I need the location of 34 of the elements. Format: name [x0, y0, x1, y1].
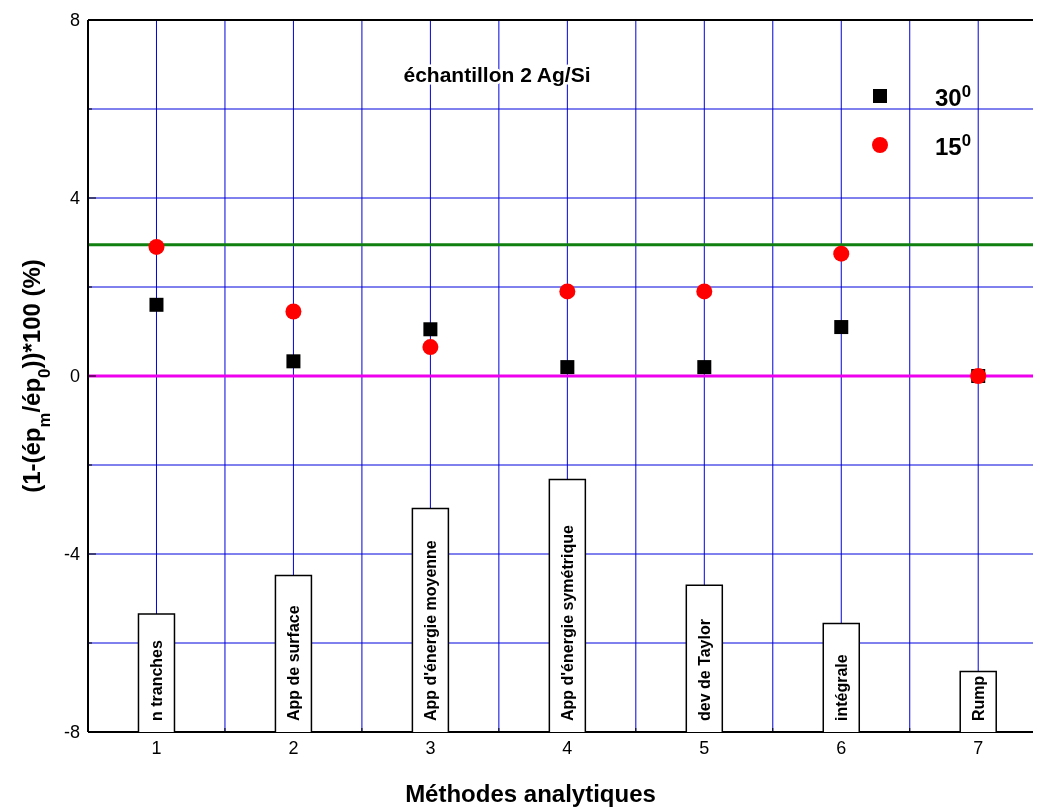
y-tick-label: -8 [63, 722, 80, 742]
x-tick-label: 3 [425, 738, 436, 758]
legend-label: 15$^{0}$ [935, 130, 972, 160]
x-tick-label: 5 [699, 738, 710, 758]
x-tick-label: 6 [836, 738, 847, 758]
point [696, 283, 713, 300]
x-tick-label: 2 [288, 738, 299, 758]
y-tick-label: 4 [69, 188, 80, 208]
annotation: n tranches [148, 639, 166, 721]
y-tick-label: 0 [69, 366, 80, 386]
point [422, 339, 439, 356]
y-tick-label: 8 [69, 10, 80, 30]
x-tick-label: 1 [151, 738, 162, 758]
annotation: intégrale [833, 654, 851, 721]
point [148, 238, 165, 255]
point [423, 322, 438, 337]
point [834, 320, 849, 335]
y-tick-label: -4 [63, 544, 80, 564]
annotation: dev de Taylor [696, 619, 714, 721]
annotation: App de surface [285, 605, 303, 721]
legend-label: 30$^{0}$ [935, 81, 972, 111]
point [697, 360, 712, 375]
x-tick-label: 7 [973, 738, 984, 758]
point [559, 283, 576, 300]
point [285, 303, 302, 320]
point [833, 245, 850, 262]
x-tick-label: 4 [562, 738, 573, 758]
point [286, 354, 301, 369]
x-axis-title: Méthodes analytiques [405, 780, 656, 807]
annotation: App d'énergie moyenne [422, 540, 440, 721]
point [560, 360, 575, 375]
annotation: App d'énergie symétrique [559, 525, 577, 721]
annotation: Rump [970, 675, 988, 721]
point [149, 297, 164, 312]
